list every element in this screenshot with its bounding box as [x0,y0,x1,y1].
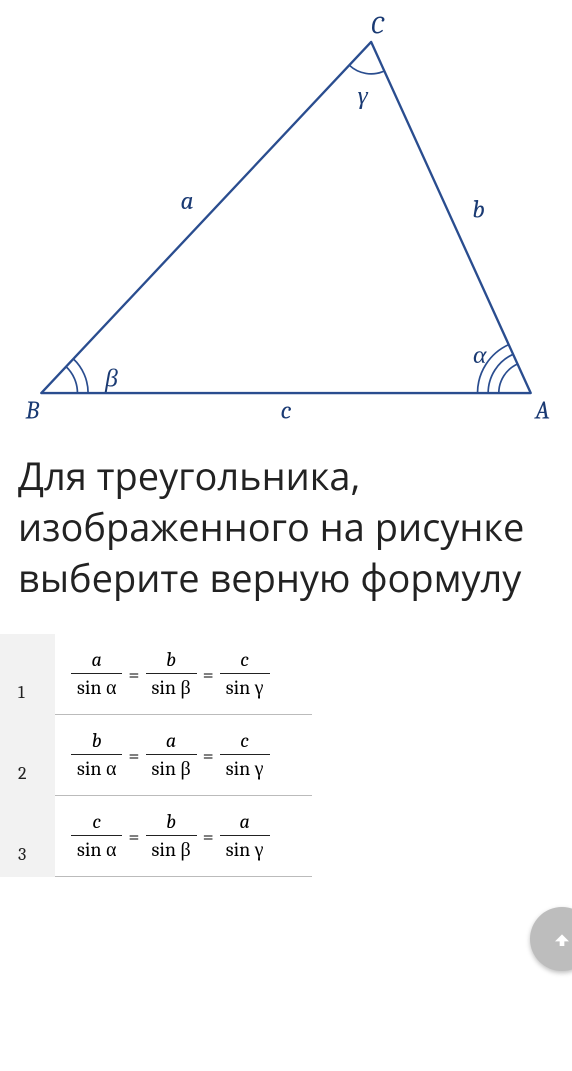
triangle-svg: C B Aa b c γ β α [20,10,552,436]
answer-number: 1 [0,634,55,715]
svg-text:c: c [280,397,291,426]
answer-number: 2 [0,715,55,796]
answer-formula: bsin α=asin β=csin γ [55,715,312,796]
scroll-up-fab[interactable] [530,907,572,971]
svg-text:C: C [371,11,385,40]
answer-row[interactable]: 1asin α=bsin β=csin γ [0,634,312,715]
answer-row[interactable]: 2bsin α=asin β=csin γ [0,715,312,796]
arrow-up-icon [548,925,572,953]
svg-text:a: a [180,187,193,216]
question-text: Для треугольника, изображенного на рисун… [0,451,572,605]
svg-text:α: α [473,341,487,370]
answer-formula: csin α=bsin β=asin γ [55,796,312,877]
svg-text:B: B [24,397,39,426]
triangle-figure: C B Aa b c γ β α [0,0,572,451]
answer-formula: asin α=bsin β=csin γ [55,634,312,715]
svg-text:A: A [534,397,550,426]
answer-options: 1asin α=bsin β=csin γ2bsin α=asin β=csin… [0,634,312,877]
svg-text:b: b [472,195,485,224]
answer-number: 3 [0,796,55,877]
svg-text:β: β [104,365,118,394]
svg-text:γ: γ [358,82,369,111]
answer-row[interactable]: 3csin α=bsin β=asin γ [0,796,312,877]
